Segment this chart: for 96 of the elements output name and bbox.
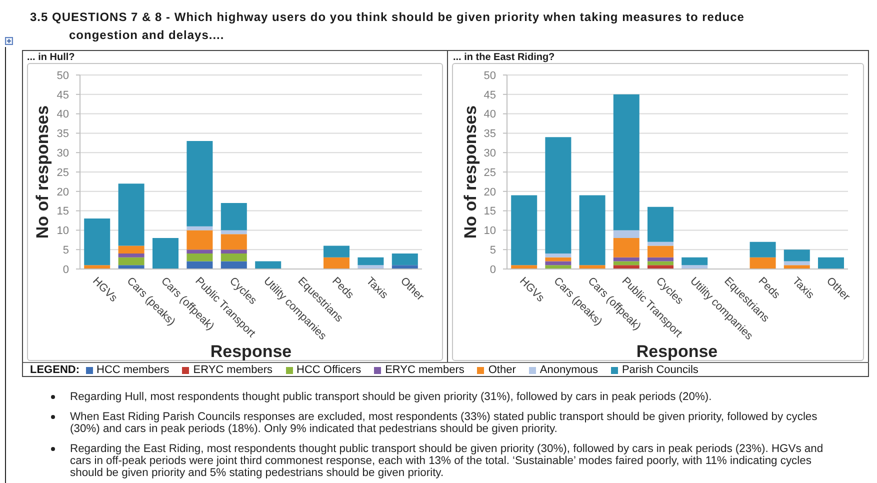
- y-tick-label: 50: [56, 70, 69, 82]
- bar: [545, 265, 572, 269]
- legend-label: HCC Officers: [296, 364, 362, 376]
- bar: [682, 257, 708, 266]
- bar: [392, 253, 418, 266]
- bar: [186, 226, 213, 230]
- y-axis-title: No of responses: [461, 105, 481, 239]
- y-tick-label: 0: [62, 264, 69, 276]
- y-tick-label: 30: [484, 148, 496, 160]
- bar: [118, 246, 144, 254]
- bar: [613, 238, 640, 258]
- bar: [186, 261, 213, 269]
- y-tick-label: 35: [484, 128, 496, 140]
- bar: [220, 253, 247, 262]
- y-tick-label: 5: [490, 244, 496, 257]
- bar: [324, 257, 350, 269]
- bar: [613, 265, 640, 269]
- chart-title: ... in the East Riding?: [453, 52, 555, 63]
- bar: [358, 265, 384, 269]
- bar: [186, 230, 213, 250]
- y-tick-label: 15: [484, 206, 496, 218]
- y-tick-label: 0: [490, 264, 496, 276]
- bar: [784, 261, 810, 266]
- bar: [784, 265, 810, 269]
- legend-title: LEGEND:: [30, 364, 80, 376]
- bar: [647, 261, 674, 266]
- legend-label: Other: [488, 364, 516, 376]
- legend-label: Parish Councils: [622, 364, 698, 376]
- bar: [613, 230, 640, 238]
- y-tick-label: 10: [56, 225, 69, 238]
- y-tick-label: 45: [56, 89, 69, 102]
- bar: [118, 257, 144, 266]
- bar: [545, 253, 572, 258]
- bar: [579, 265, 606, 269]
- x-axis-title: Response: [210, 342, 292, 362]
- legend-label: ERYC members: [193, 364, 272, 376]
- text: 3.5 QUESTIONS 7 & 8 - Which highway users do you think should be given priority when taking measures to reduce congestion and delays....: [30, 9, 746, 44]
- legend-label: ERYC members: [385, 364, 464, 376]
- y-tick-label: 30: [56, 148, 69, 160]
- bar: [220, 234, 247, 250]
- bar: [647, 246, 674, 258]
- bar: [118, 253, 144, 258]
- text: Regarding the East Riding, most respondents thought public transport should be given priority (30%), followed by cars in peak periods (23%). HGVs and cars in off-peak periods were joint third commonest response, each with 13% of the total. ‘Sustainable’ modes faired poorly, with 11% indicating cycles should be given priority and 5% stating pedestrians should be given priority.: [70, 443, 824, 479]
- bar: [750, 257, 776, 269]
- bar: [818, 257, 844, 269]
- legend-label: Anonymous: [540, 364, 598, 376]
- bar: [118, 184, 144, 246]
- bar: [545, 137, 572, 254]
- y-tick-label: 20: [484, 186, 496, 198]
- bar: [647, 242, 674, 246]
- bar: [220, 250, 247, 254]
- bar: [324, 246, 350, 258]
- y-tick-label: 25: [484, 166, 496, 179]
- bar: [682, 265, 708, 269]
- bar: [545, 257, 572, 262]
- chart-title: ... in Hull?: [27, 52, 75, 63]
- bar: [750, 242, 776, 258]
- y-tick-label: 35: [56, 128, 69, 140]
- bar: [255, 261, 282, 269]
- bar: [186, 140, 213, 226]
- bar: [579, 195, 606, 266]
- y-tick-label: 10: [484, 225, 496, 238]
- y-tick-label: 50: [484, 70, 496, 82]
- bar: [784, 250, 810, 262]
- text: Regarding Hull, most respondents thought public transport should be given priority (31%), followed by cars in peak periods (20%).: [70, 391, 713, 403]
- bar: [186, 253, 213, 262]
- y-tick-label: 40: [56, 108, 69, 121]
- y-tick-label: 15: [56, 206, 69, 218]
- bar: [84, 265, 110, 269]
- bar: [220, 230, 247, 234]
- y-tick-label: 25: [56, 166, 69, 179]
- text: When East Riding Parish Councils responses are excluded, most respondents (33%) stated public transport should be given priority, followed by cycles (30%) and cars in peak periods (18%). Only 9% indicated that pedestrians should be given priority.: [70, 411, 818, 435]
- bar: [220, 203, 247, 230]
- bar: [118, 265, 144, 269]
- legend-label: HCC members: [96, 364, 170, 376]
- bar: [511, 265, 538, 269]
- bar: [545, 261, 572, 266]
- bar: [358, 257, 384, 266]
- y-tick-label: 45: [484, 89, 496, 102]
- bar: [613, 94, 640, 230]
- bar: [511, 195, 538, 266]
- bar: [152, 238, 179, 269]
- y-tick-label: 20: [56, 186, 69, 198]
- bar: [186, 250, 213, 254]
- bar: [613, 257, 640, 262]
- y-tick-label: 5: [62, 244, 69, 257]
- bar: [392, 265, 418, 269]
- bar: [647, 265, 674, 269]
- y-tick-label: 40: [484, 108, 496, 121]
- y-axis-title: No of responses: [33, 105, 53, 239]
- bar: [613, 261, 640, 266]
- bar: [647, 206, 674, 242]
- bar: [647, 257, 674, 262]
- bar: [84, 218, 110, 266]
- x-axis-title: Response: [636, 342, 718, 362]
- bar: [220, 261, 247, 269]
